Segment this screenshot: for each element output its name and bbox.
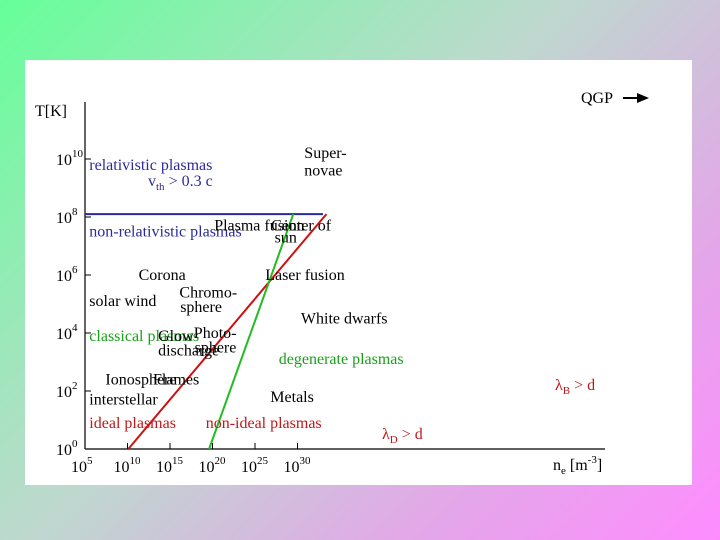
- y-tick-label: 102: [56, 380, 78, 401]
- annotation-label: solar wind: [89, 293, 156, 310]
- annotation-label: Ionosphere: [105, 371, 176, 388]
- x-tick-label: 1015: [156, 455, 184, 476]
- lambda-b-condition-label: λB > d: [555, 377, 595, 397]
- annotation-label: sphere: [195, 340, 237, 357]
- annotation-label: degenerate plasmas: [279, 351, 404, 368]
- plasma-phase-diagram: 105 1010 1015 1020 1025 1030 100 102 104 106 108 10…: [35, 90, 649, 477]
- annotation-label: classical plasmas: [89, 328, 199, 345]
- y-tick-label: 104: [56, 322, 78, 343]
- annotation-label: relativistic plasmas: [89, 157, 212, 174]
- x-tick-label: 1020: [199, 455, 227, 476]
- qgp-label: QGP: [581, 90, 613, 107]
- x-tick-label: 1010: [114, 455, 142, 476]
- degeneracy-boundary-line: [208, 213, 295, 450]
- annotation-label: Photo-: [194, 325, 237, 342]
- lambda-d-condition-label: λD > d: [382, 426, 423, 446]
- annotation-label: non-ideal plasmas: [206, 415, 322, 432]
- y-tick-label: 108: [56, 206, 78, 227]
- annotation-label: Glow: [158, 328, 194, 345]
- annotation-label: White dwarfs: [301, 311, 388, 328]
- x-axis-label: ne [m-3]: [553, 454, 602, 477]
- annotation-label: non-relativistic plasmas: [89, 224, 241, 241]
- y-tick-label: 1010: [56, 148, 84, 169]
- annotation-label: Flames: [153, 371, 199, 388]
- y-axis-label: T[K]: [35, 103, 67, 120]
- y-tick-label: 100: [56, 438, 78, 459]
- annotation-label: Metals: [270, 389, 314, 406]
- x-tick-label: 1025: [241, 455, 269, 476]
- annotation-label: Plasma fusion: [214, 218, 304, 235]
- annotation-label: novae: [304, 163, 342, 180]
- chart-panel: 105 1010 1015 1020 1025 1030 100 102 104 106 108 10…: [25, 60, 692, 485]
- annotation-label: Center of: [271, 218, 332, 235]
- annotation-label: Super-: [304, 145, 346, 162]
- annotation-label: sphere: [180, 299, 222, 316]
- vth-condition-label: vth > 0.3 c: [148, 173, 213, 193]
- annotation-label: ideal plasmas: [89, 415, 176, 432]
- qgp-arrow-icon: [623, 93, 649, 103]
- y-tick-label: 106: [56, 264, 78, 285]
- annotation-label: Chromo-: [179, 284, 237, 301]
- annotation-label: discharge: [158, 342, 219, 359]
- ideality-boundary-line: [127, 213, 328, 450]
- annotation-label: Laser fusion: [265, 267, 345, 284]
- annotation-label: Corona: [139, 267, 186, 284]
- annotation-label: sun: [275, 229, 297, 246]
- annotation-label: interstellar: [89, 392, 158, 409]
- x-tick-label: 105: [71, 455, 93, 476]
- x-tick-label: 1030: [284, 455, 312, 476]
